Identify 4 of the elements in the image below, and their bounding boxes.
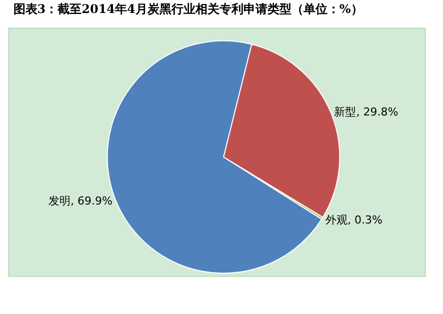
chart-title: 图表3：截至2014年4月炭黑行业相关专利申请类型（单位：%）: [13, 2, 363, 16]
slice-label: 新型, 29.8%: [334, 105, 398, 118]
slice-label: 发明, 69.9%: [48, 194, 112, 208]
slice-label: 外观, 0.3%: [325, 214, 382, 227]
